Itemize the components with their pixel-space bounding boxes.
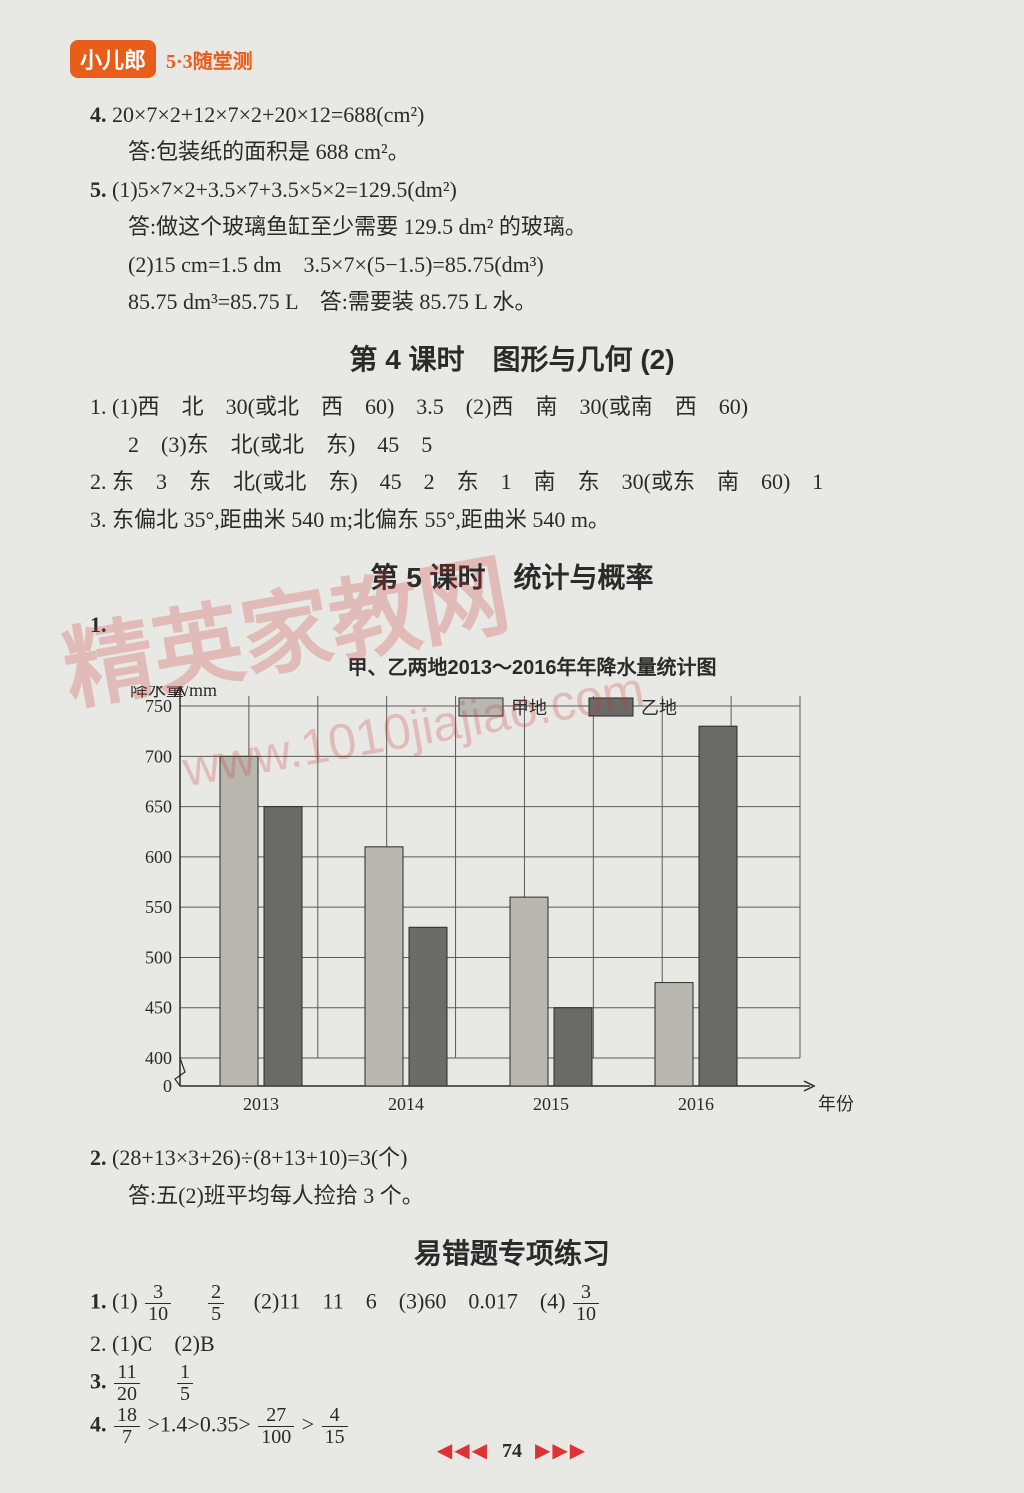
- svg-text:650: 650: [145, 797, 172, 817]
- svg-text:400: 400: [145, 1048, 172, 1068]
- svg-text:甲地: 甲地: [511, 698, 547, 718]
- page-footer: ◀◀◀ 74 ▶▶▶: [0, 1438, 1024, 1463]
- frac-4: 1120: [114, 1362, 140, 1405]
- frac-3: 310: [573, 1282, 599, 1325]
- svg-text:2015: 2015: [533, 1094, 569, 1114]
- mistakes-title: 易错题专项练习: [70, 1232, 954, 1272]
- footer-right-tri: ▶▶▶: [535, 1440, 587, 1462]
- q4-line1: 4. 20×7×2+12×7×2+20×12=688(cm²): [90, 96, 954, 133]
- header-sub: 5·3随堂测: [166, 45, 253, 74]
- frac-1: 310: [145, 1282, 171, 1325]
- logo: 小儿郎: [70, 40, 156, 78]
- m-l1-num: 1.: [90, 1289, 107, 1314]
- s5-q2: 2. (28+13×3+26)÷(8+13+10)=3(个): [90, 1139, 954, 1176]
- svg-text:年份: 年份: [818, 1094, 854, 1114]
- q4-expr: 20×7×2+12×7×2+20×12=688(cm²): [112, 102, 424, 127]
- q5-line1: 5. (1)5×7×2+3.5×7+3.5×5×2=129.5(dm²): [90, 171, 954, 208]
- q5-p1a: (1)5×7×2+3.5×7+3.5×5×2=129.5(dm²): [112, 177, 457, 202]
- m-l1-mid: (2)11 11 6 (3)60 0.017 (4): [232, 1289, 566, 1314]
- s4-l3: 3. 东偏北 35°,距曲米 540 m;北偏东 55°,距曲米 540 m。: [90, 501, 954, 538]
- svg-text:0: 0: [163, 1076, 172, 1096]
- m-l4-num: 4.: [90, 1412, 107, 1437]
- m-g1: >1.4>0.35>: [148, 1412, 251, 1437]
- q5-p2b: 85.75 dm³=85.75 L 答:需要装 85.75 L 水。: [128, 283, 954, 320]
- s5-q2-num: 2.: [90, 1145, 107, 1170]
- m-l1-a1: (1): [112, 1289, 138, 1314]
- s4-l1b: 2 (3)东 北(或北 东) 45 5: [128, 426, 954, 463]
- section5-title: 第 5 课时 统计与概率: [70, 556, 954, 596]
- s5-q1-num: 1.: [90, 612, 107, 637]
- q4-ans: 答:包装纸的面积是 688 cm²。: [128, 133, 954, 170]
- svg-text:500: 500: [145, 948, 172, 968]
- svg-text:2016: 2016: [678, 1094, 714, 1114]
- s4-l2: 2. 东 3 东 北(或北 东) 45 2 东 1 南 东 30(或东 南 60…: [90, 463, 954, 500]
- svg-text:降水量/mm: 降水量/mm: [130, 686, 217, 700]
- m-l3: 3. 1120 15: [90, 1362, 954, 1405]
- frac-2: 25: [208, 1282, 224, 1325]
- m-l2: 2. (1)C (2)B: [90, 1325, 954, 1362]
- svg-text:450: 450: [145, 998, 172, 1018]
- footer-left-tri: ◀◀◀: [437, 1440, 489, 1462]
- s5-q2-expr: (28+13×3+26)÷(8+13+10)=3(个): [112, 1145, 407, 1170]
- s5-q2-ans: 答:五(2)班平均每人捡拾 3 个。: [128, 1177, 954, 1214]
- q4-num: 4.: [90, 102, 107, 127]
- chart-svg: 0400450500550600650700750降水量/mm甲地乙地20132…: [110, 686, 870, 1126]
- svg-text:乙地: 乙地: [641, 698, 677, 718]
- page-number: 74: [502, 1440, 522, 1462]
- m-g2: >: [302, 1412, 314, 1437]
- s5-q1: 1.: [90, 606, 954, 643]
- q5-num: 5.: [90, 177, 107, 202]
- page-header: 小儿郎 5·3随堂测: [70, 40, 954, 78]
- frac-5: 15: [177, 1362, 193, 1405]
- q5-p1b: 答:做这个玻璃鱼缸至少需要 129.5 dm² 的玻璃。: [128, 208, 954, 245]
- svg-text:550: 550: [145, 897, 172, 917]
- svg-text:700: 700: [145, 747, 172, 767]
- section4-title: 第 4 课时 图形与几何 (2): [70, 338, 954, 378]
- q5-p2a: (2)15 cm=1.5 dm 3.5×7×(5−1.5)=85.75(dm³): [128, 246, 954, 283]
- m-l1: 1. (1) 310 25 (2)11 11 6 (3)60 0.017 (4)…: [90, 1282, 954, 1325]
- m-l3-num: 3.: [90, 1369, 107, 1394]
- svg-text:2013: 2013: [243, 1094, 279, 1114]
- s4-l1: 1. (1)西 北 30(或北 西 60) 3.5 (2)西 南 30(或南 西…: [90, 388, 954, 425]
- chart-title: 甲、乙两地2013～2016年年降水量统计图: [110, 651, 954, 680]
- svg-text:600: 600: [145, 847, 172, 867]
- svg-text:2014: 2014: [388, 1094, 424, 1114]
- bar-chart: 甲、乙两地2013～2016年年降水量统计图 0 400 450 500 550 600 6…: [110, 651, 954, 1131]
